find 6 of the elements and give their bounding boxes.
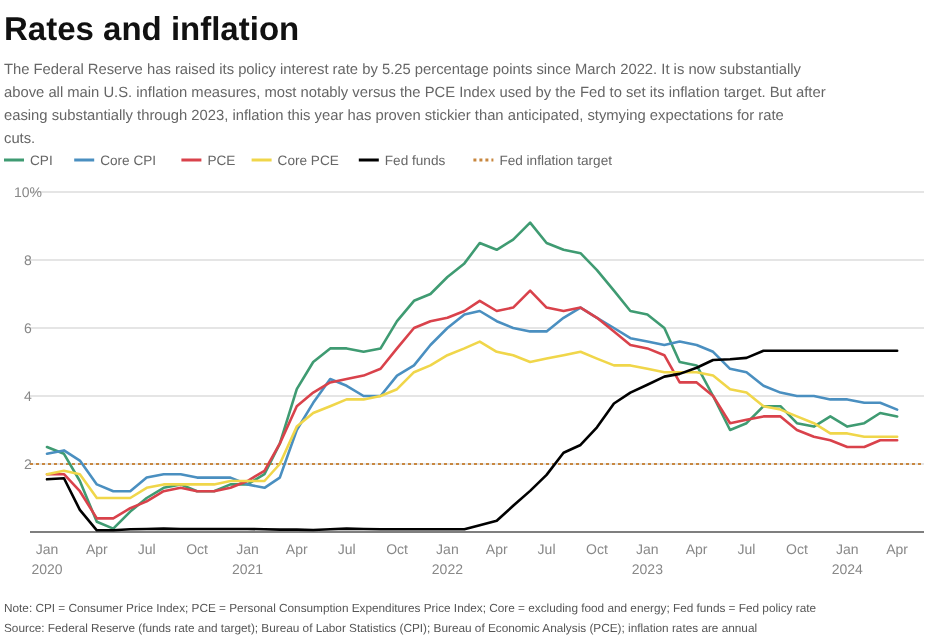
line-series — [45, 306, 899, 493]
line-series — [45, 289, 899, 520]
chart-title: Rates and inflation — [4, 12, 300, 48]
line-series — [45, 349, 899, 532]
line-series — [45, 340, 899, 500]
line-series — [45, 221, 899, 530]
